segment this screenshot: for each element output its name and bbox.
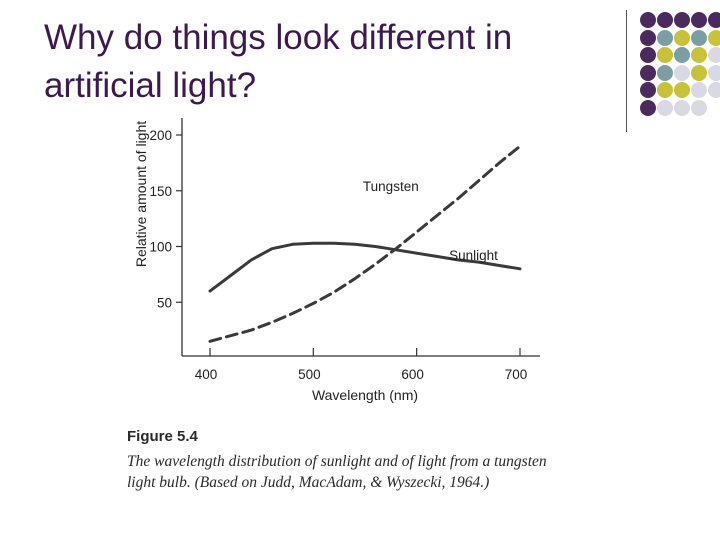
y-tick-label: 200 <box>149 128 172 143</box>
series-line-sunlight <box>208 241 522 293</box>
decorative-dot <box>640 99 656 116</box>
x-axis-label: Wavelength (nm) <box>312 387 418 403</box>
x-tick-label: 400 <box>195 367 218 382</box>
figure-label: Figure 5.4 <box>127 428 198 445</box>
decorative-dot <box>640 82 656 98</box>
y-tick-label: 50 <box>157 295 172 310</box>
decorative-dot <box>657 29 673 46</box>
decorative-dot <box>640 47 656 63</box>
decorative-dot-grid <box>640 12 720 122</box>
figure-caption-block: Figure 5.4 The wavelength distribution o… <box>127 428 547 493</box>
title-divider <box>626 10 627 132</box>
x-tick-label: 700 <box>505 367 528 382</box>
decorative-dot <box>640 29 656 46</box>
decorative-dot <box>657 99 673 116</box>
figure-scan: Relative amount of light Wavelength (nm)… <box>120 108 560 418</box>
decorative-dot <box>674 47 690 63</box>
decorative-dot <box>657 64 673 81</box>
decorative-dot <box>691 29 707 46</box>
decorative-dot <box>708 29 720 46</box>
decorative-dot <box>657 82 673 98</box>
decorative-dot <box>674 64 690 81</box>
series-label-tungsten: Tungsten <box>363 179 419 194</box>
decorative-dot <box>691 47 707 63</box>
wavelength-chart: Relative amount of light Wavelength (nm)… <box>133 118 540 403</box>
decorative-dot <box>674 29 690 46</box>
decorative-dot <box>691 82 707 98</box>
decorative-dot <box>657 12 673 28</box>
decorative-dot <box>674 82 690 98</box>
slide-title: Why do things look different in artifici… <box>44 18 513 105</box>
x-tick-label: 600 <box>401 367 424 382</box>
decorative-dot <box>691 99 707 116</box>
y-axis-label: Relative amount of light <box>133 121 149 267</box>
decorative-dot <box>674 12 690 28</box>
decorative-dot <box>708 64 720 81</box>
x-tick-label: 500 <box>298 367 321 382</box>
decorative-dot <box>708 47 720 63</box>
decorative-dot <box>640 64 656 81</box>
series-line-tungsten <box>208 144 522 343</box>
decorative-dot <box>691 64 707 81</box>
series-label-sunlight: Sunlight <box>449 248 498 263</box>
decorative-dot <box>640 12 656 28</box>
decorative-dot <box>691 12 707 28</box>
figure-caption: The wavelength distribution of sunlight … <box>127 453 547 491</box>
y-tick-label: 100 <box>149 240 172 255</box>
decorative-dot <box>674 99 690 116</box>
decorative-dot <box>657 47 673 63</box>
decorative-dot <box>708 82 720 98</box>
y-tick-label: 150 <box>149 184 172 199</box>
decorative-dot <box>708 12 720 28</box>
